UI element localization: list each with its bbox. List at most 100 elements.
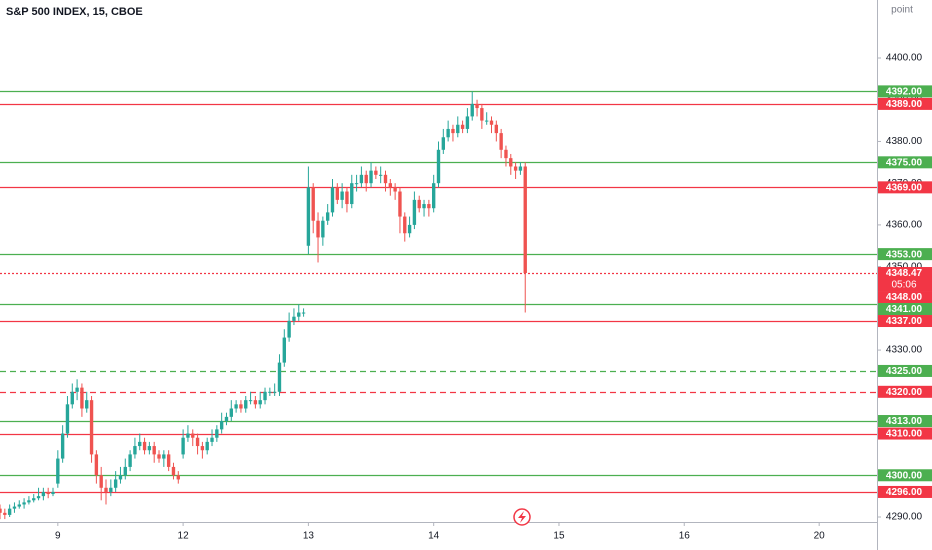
level-label-bg	[878, 291, 932, 304]
candle-body	[60, 433, 65, 459]
candle-body	[378, 174, 383, 176]
level-label: 4389.00	[886, 99, 923, 110]
candle-body	[282, 337, 286, 363]
candle-body	[219, 421, 224, 430]
level-label-bg	[878, 181, 932, 194]
candle-body	[446, 128, 450, 138]
x-tick-label: 15	[553, 531, 565, 542]
candle-body	[12, 506, 17, 509]
candle-body	[27, 500, 31, 503]
level-label-bg	[878, 315, 932, 328]
y-tick-label: 4380.00	[886, 136, 923, 147]
candle-body	[354, 183, 359, 185]
candle-body	[374, 170, 378, 175]
candle-body	[316, 220, 320, 238]
alert-icon[interactable]	[513, 508, 531, 526]
candle-body	[388, 183, 392, 188]
candle-body	[292, 316, 296, 321]
candle-body	[142, 441, 147, 451]
level-label-bg	[878, 267, 932, 292]
candle-body	[224, 416, 229, 422]
level-label-bg	[878, 364, 932, 377]
candle-body	[523, 166, 527, 274]
candle-body	[171, 466, 176, 476]
y-tick-label: 4350.00	[886, 261, 923, 272]
candle-body	[152, 446, 156, 455]
candle-body	[335, 187, 339, 200]
candle-body	[407, 224, 412, 234]
level-label: 4320.00	[886, 387, 923, 398]
level-label: 4296.00	[886, 487, 923, 498]
candle-body	[46, 491, 50, 495]
candle-body	[162, 454, 166, 459]
candle-body	[22, 502, 26, 505]
level-label-bg	[878, 427, 932, 440]
candle-body	[157, 454, 161, 459]
chart-title: S&P 500 INDEX, 15, CBOE	[6, 6, 143, 18]
level-label-bg	[878, 85, 932, 98]
candle-body	[268, 391, 272, 393]
candle-body	[244, 400, 248, 409]
candle-body	[200, 446, 205, 451]
candle-body	[485, 120, 489, 122]
candle-body	[75, 387, 79, 392]
level-label-bg	[878, 303, 932, 316]
x-tick-label: 14	[428, 531, 440, 542]
candle-body	[113, 479, 118, 488]
candle-body	[253, 400, 258, 405]
candle-body	[32, 498, 36, 501]
price-axis: 4290.004300.004310.004320.004330.004340.…	[877, 53, 932, 523]
candle-body	[441, 137, 446, 150]
x-tick-label: 9	[55, 531, 61, 542]
candle-body	[480, 108, 484, 121]
candle-body	[359, 174, 364, 184]
level-label: 4300.00	[886, 470, 923, 481]
candle-body	[504, 149, 508, 159]
level-label: 4313.00	[886, 416, 923, 427]
level-label-bg	[878, 485, 932, 498]
candle-body	[393, 187, 397, 192]
x-tick-label: 12	[178, 531, 190, 542]
candle-body	[422, 204, 426, 209]
level-label: 4348.00	[886, 292, 923, 303]
candle-body	[509, 158, 513, 167]
candle-body	[181, 437, 185, 455]
y-tick-label: 4400.00	[886, 53, 923, 64]
level-label-bg	[878, 415, 932, 428]
candle-body	[234, 404, 238, 409]
candle-body	[513, 166, 518, 171]
candle-body	[99, 475, 103, 488]
plot-area	[0, 90, 877, 520]
candle-body	[94, 454, 99, 476]
candle-body	[258, 400, 262, 405]
candle-body	[277, 362, 282, 392]
candle-body	[36, 496, 41, 499]
candle-body	[123, 466, 127, 476]
candle-body	[166, 454, 171, 467]
level-label-bg	[878, 248, 932, 261]
candle-body	[138, 441, 142, 447]
candle-body	[215, 429, 219, 438]
candle-body	[398, 191, 402, 217]
candle-body	[427, 204, 431, 209]
level-label: 4337.00	[886, 316, 923, 327]
candle-body	[475, 103, 479, 109]
candle-body	[465, 116, 470, 129]
countdown-label: 05:06	[891, 280, 916, 291]
candle-body	[147, 446, 152, 451]
x-tick-label: 13	[303, 531, 315, 542]
candle-body	[118, 475, 123, 480]
axis-unit: point	[891, 5, 913, 16]
candle-body	[412, 199, 417, 225]
candle-body	[89, 400, 94, 455]
candle-body	[306, 187, 311, 246]
level-label-bg	[878, 385, 932, 398]
candle-body	[70, 391, 74, 405]
level-label-bg	[878, 97, 932, 110]
candle-body	[436, 149, 441, 184]
candle-body	[133, 446, 137, 455]
candle-body	[456, 124, 460, 134]
level-label: 4325.00	[886, 366, 923, 377]
candle-body	[369, 170, 373, 184]
